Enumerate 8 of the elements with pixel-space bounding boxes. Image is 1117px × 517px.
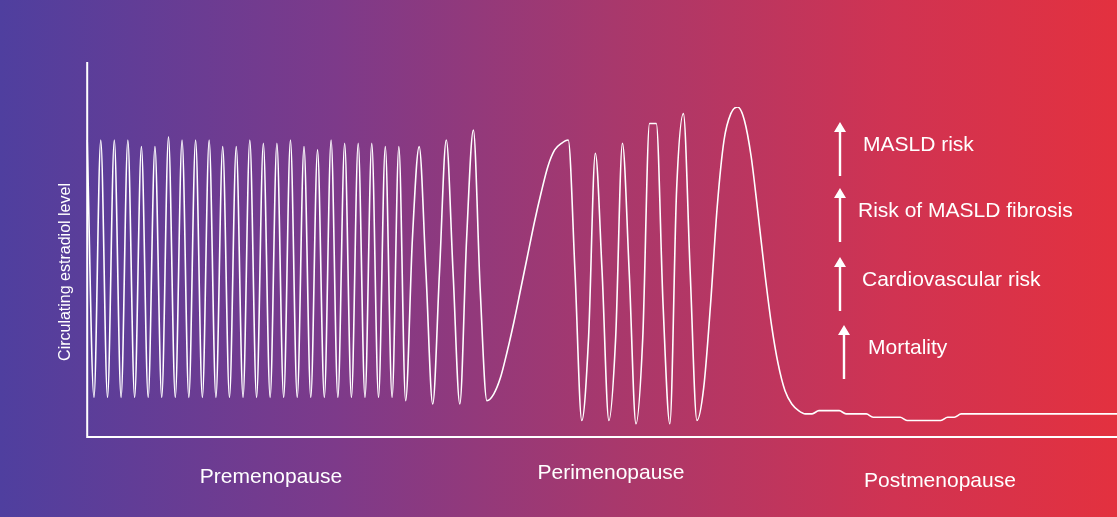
text: Postmenopause — [863, 468, 1017, 492]
annotation: Risk of MASLD fibrosis — [858, 198, 1073, 222]
annotation: MASLD risk — [863, 132, 974, 156]
y-axis-title: Circulating estradiol level — [56, 183, 74, 361]
text: Perimenopause — [536, 460, 686, 484]
annotation: Mortality — [868, 335, 948, 359]
annotation: Cardiovascular risk — [862, 267, 1041, 291]
text: Premenopause — [198, 464, 344, 488]
